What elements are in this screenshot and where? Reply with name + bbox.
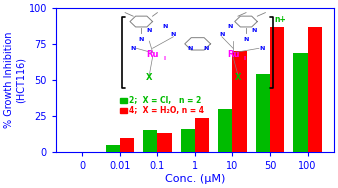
Bar <box>195 118 209 152</box>
Bar <box>143 130 157 152</box>
Bar <box>157 133 172 152</box>
Y-axis label: % Growth Inhibition
(HCT116): % Growth Inhibition (HCT116) <box>4 32 26 128</box>
Bar <box>256 74 270 152</box>
Bar <box>293 53 308 152</box>
Legend: 2;  X = Cl,   n = 2, 4;  X = H₂O, n = 4: 2; X = Cl, n = 2, 4; X = H₂O, n = 4 <box>120 96 205 116</box>
Bar <box>233 51 247 152</box>
Bar <box>105 145 120 152</box>
Bar <box>308 27 322 152</box>
Bar <box>218 109 233 152</box>
Bar <box>270 27 284 152</box>
X-axis label: Conc. (μM): Conc. (μM) <box>165 174 225 184</box>
Bar <box>180 129 195 152</box>
Bar <box>120 138 134 152</box>
